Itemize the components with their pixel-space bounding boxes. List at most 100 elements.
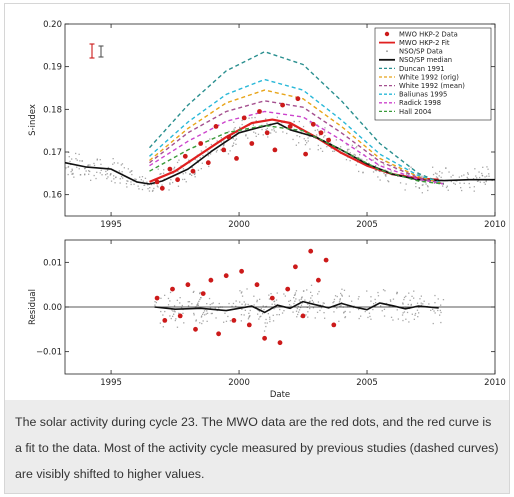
scatter-point [369,315,371,318]
scatter-point [245,303,247,305]
scatter-point [162,326,164,328]
scatter-point [357,298,359,300]
scatter-point [251,117,253,119]
scatter-point [372,154,374,157]
scatter-point [335,139,337,141]
scatter-point [317,293,319,295]
figure-image: 1995 2000 2005 2010 0.16 0.17 0.18 0.19 0.20 S-in… [5,4,509,400]
scatter-point [180,307,183,309]
y-tick-label: −0.01 [36,348,62,358]
scatter-point [458,176,460,178]
scatter-point [120,164,122,166]
legend-entry: Hall 2004 [399,108,432,116]
scatter-point [479,181,481,183]
scatter-point [101,174,103,176]
scatter-point [461,189,463,192]
legend-entry: Baliunas 1995 [399,91,447,99]
scatter-point [99,172,101,174]
scatter-point [263,309,265,311]
scatter-point [460,187,462,189]
mwo-data-point [254,282,260,288]
scatter-point [385,302,388,305]
scatter-point [241,123,243,126]
scatter-point [216,140,218,142]
mwo-data-point [277,340,283,346]
legend-swatch [384,31,390,37]
scatter-point [364,310,366,313]
scatter-point [172,310,174,312]
scatter-point [330,142,332,144]
scatter-point [265,305,268,308]
scatter-point [178,312,180,314]
scatter-point [90,179,92,181]
scatter-point [381,310,383,312]
scatter-point [249,309,251,312]
scatter-point [162,172,165,174]
scatter-point [390,170,392,172]
scatter-point [383,164,385,166]
mwo-data-point [264,130,270,136]
scatter-point [236,132,238,134]
mwo-data-point [295,96,301,102]
scatter-point [157,168,159,170]
scatter-point [129,171,131,173]
legend-entry: MWO HKP-2 Fit [399,39,450,47]
mwo-data-point [223,273,229,279]
scatter-point [207,155,210,157]
scatter-point [218,307,220,309]
scatter-point [374,305,376,308]
scatter-point [142,180,144,182]
scatter-point [228,130,230,133]
scatter-point [486,166,488,168]
scatter-point [298,299,300,301]
scatter-point [266,322,268,324]
scatter-point [122,177,124,179]
scatter-point [435,176,438,178]
mwo-data-point [154,179,160,185]
scatter-point [115,176,117,179]
scatter-point [96,158,98,160]
scatter-point [258,318,260,320]
scatter-point [341,288,343,290]
scatter-point [307,137,309,139]
scatter-point [68,156,70,158]
scatter-point [358,308,360,311]
scatter-point [298,142,300,144]
scatter-point [79,174,81,176]
scatter-point [220,137,222,139]
legend-entry: White 1992 (mean) [399,82,465,90]
scatter-point [151,190,154,192]
scatter-point [349,311,351,313]
scatter-point [205,146,207,148]
scatter-point [227,315,229,318]
scatter-point [134,178,136,180]
mwo-data-point [293,264,298,270]
scatter-point [322,304,324,306]
scatter-point [95,177,97,180]
mwo-data-point [246,322,252,328]
mwo-data-point [262,335,267,341]
scatter-point [374,169,377,171]
scatter-point [445,186,448,189]
scatter-point [324,127,326,129]
scatter-point [245,135,247,137]
scatter-point [197,161,199,164]
scatter-point [110,180,113,182]
scatter-point [225,320,228,322]
scatter-point [154,304,156,306]
scatter-point [297,305,299,307]
scatter-point [257,313,259,315]
scatter-point [67,166,69,168]
scatter-point [160,297,162,299]
scatter-point [373,303,375,305]
scatter-point [188,159,190,161]
scatter-point [375,302,377,304]
scatter-point [202,155,204,157]
scatter-point [323,131,326,133]
scatter-point [240,320,242,322]
x-tick-label: 2000 [228,220,250,230]
x-tick-label: 2005 [356,220,378,230]
mwo-data-point [269,295,275,301]
scatter-point [253,131,255,133]
